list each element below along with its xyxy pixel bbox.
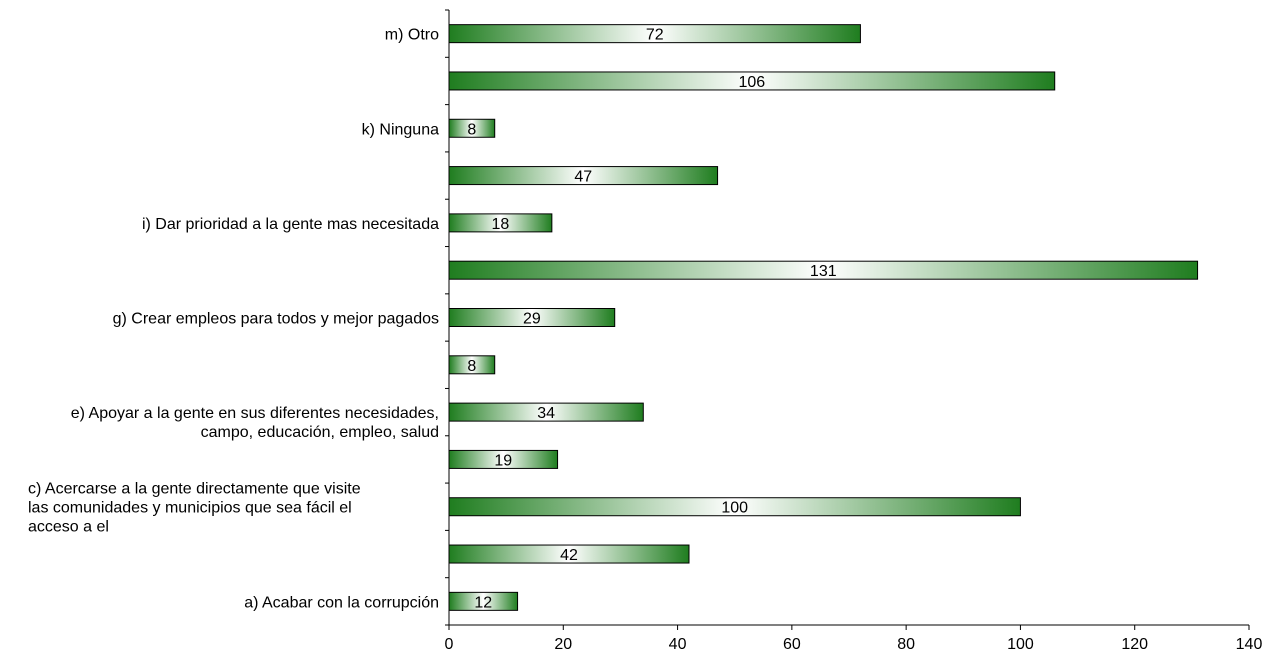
bar-data-label: 106	[739, 74, 766, 91]
category-label-line: e) Apoyar a la gente en sus diferentes n…	[71, 405, 439, 422]
category-label: g) Crear empleos para todos y mejor paga…	[113, 311, 439, 328]
bar-data-label: 34	[537, 405, 555, 422]
x-tick-label: 0	[445, 636, 454, 653]
x-tick-label: 120	[1121, 636, 1148, 653]
bar-data-label: 8	[467, 121, 476, 138]
bar-data-label: 12	[474, 594, 492, 611]
category-label-line: a) Acabar con la corrupción	[244, 594, 439, 611]
x-tick-label: 80	[897, 636, 915, 653]
category-label-line: acceso a el	[28, 519, 109, 536]
category-label: a) Acabar con la corrupción	[244, 594, 439, 611]
category-label: e) Apoyar a la gente en sus diferentes n…	[71, 405, 439, 441]
category-label-line: m) Otro	[385, 27, 439, 44]
category-label-line: las comunidades y municipios que sea fác…	[28, 500, 352, 517]
category-label: i) Dar prioridad a la gente mas necesita…	[142, 216, 439, 233]
x-tick-label: 100	[1007, 636, 1034, 653]
category-labels: a) Acabar con la corrupción c) Acercarse …	[28, 27, 439, 612]
category-label: k) Ninguna	[362, 121, 439, 138]
bar-data-label: 8	[467, 358, 476, 375]
category-label-line: i) Dar prioridad a la gente mas necesita…	[142, 216, 439, 233]
x-tick-label: 20	[554, 636, 572, 653]
x-tick-label: 40	[669, 636, 687, 653]
x-axis: 0 20 40 60 80 100 120 140	[445, 9, 1263, 653]
bar-data-label: 47	[574, 169, 592, 186]
x-tick-label: 140	[1236, 636, 1263, 653]
category-label-line: campo, educación, empleo, salud	[201, 424, 439, 441]
bar-data-label: 18	[492, 216, 510, 233]
category-label: m) Otro	[385, 27, 439, 44]
bar-data-label: 72	[646, 27, 664, 44]
category-label-line: c) Acercarse a la gente directamente que…	[28, 481, 361, 498]
bar-data-label: 42	[560, 547, 578, 564]
bars-layer: 12 42 100 19 34 8 29 131 18 47 8 106 72	[448, 24, 1199, 611]
category-label-line: k) Ninguna	[362, 121, 439, 138]
bar-data-label: 131	[810, 263, 837, 280]
bar-data-label: 100	[721, 500, 748, 517]
bar-data-label: 19	[494, 452, 512, 469]
bar-data-label: 29	[523, 311, 541, 328]
category-label-line: g) Crear empleos para todos y mejor paga…	[113, 311, 439, 328]
category-label: c) Acercarse a la gente directamente que…	[28, 481, 361, 536]
x-tick-label: 60	[783, 636, 801, 653]
